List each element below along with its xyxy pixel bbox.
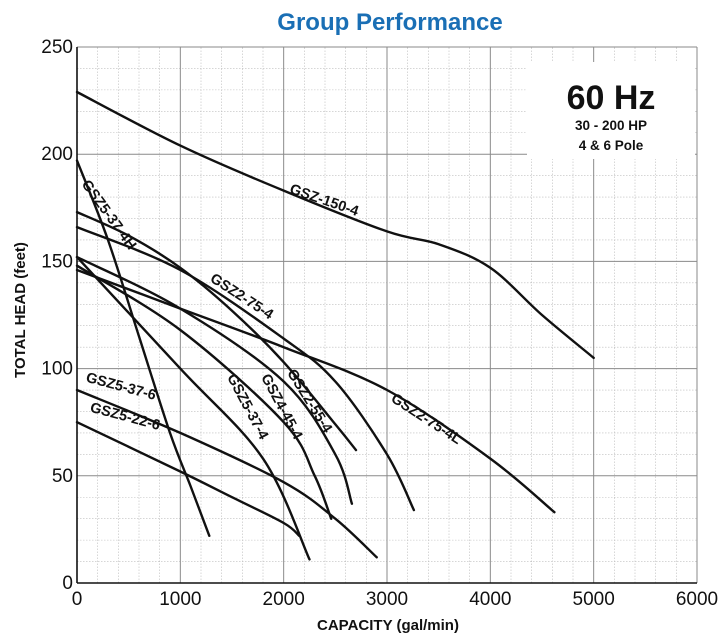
y-tick-label: 0 [62,573,73,594]
curve-gsz5-37-4h [75,159,211,537]
curve-gsz5-37-4 [75,264,333,520]
x-tick-label: 3000 [366,589,408,610]
curve-gsz4-45-4 [75,255,354,505]
curve-label-gsz2-75-4l: GSZ2-75-4L [388,391,464,448]
y-tick-label: 150 [41,251,73,272]
y-tick-label: 100 [41,359,73,380]
curve-label-gsz5-22-6: GSZ5-22-6 [88,400,161,434]
y-tick-label: 250 [41,37,73,58]
x-tick-label: 4000 [469,589,511,610]
curve-gsz2-75-4l [75,268,556,514]
curve-unlabeled-9 [75,255,311,561]
curves [75,90,595,561]
curve-label-gsz5-37-6: GSZ5-37-6 [84,370,157,404]
y-tick-label: 50 [52,466,73,487]
annotation-box [527,62,695,159]
x-axis-label: CAPACITY (gal/min) [317,617,459,634]
curve-gsz-150-4 [75,90,595,360]
curve-gsz5-22-6 [75,421,301,537]
hp-range-label: 30 - 200 HP [575,118,647,133]
x-tick-label: 0 [72,589,83,610]
x-tick-label: 1000 [159,589,201,610]
curve-labels: GSZ-150-4GSZ5-37-4HGSZ2-75-4GSZ2-75-4LGS… [78,177,464,448]
curve-gsz2-75-4 [75,210,358,452]
curve-gsz5-37-6 [75,388,378,559]
x-tick-label: 2000 [263,589,305,610]
curve-label-gsz-150-4: GSZ-150-4 [288,181,361,219]
y-tick-label: 200 [41,144,73,165]
frequency-label: 60 Hz [567,79,656,117]
chart-title: Group Performance [277,9,502,36]
axes: 0 1000 2000 3000 4000 5000 6000 0 50 100 150 200 250 [41,37,718,610]
pole-label: 4 & 6 Pole [579,138,644,153]
x-tick-label: 6000 [676,589,718,610]
curve-gsz2-55-4 [75,225,416,512]
y-axis-label: TOTAL HEAD (feet) [12,242,29,378]
x-tick-label: 5000 [573,589,615,610]
